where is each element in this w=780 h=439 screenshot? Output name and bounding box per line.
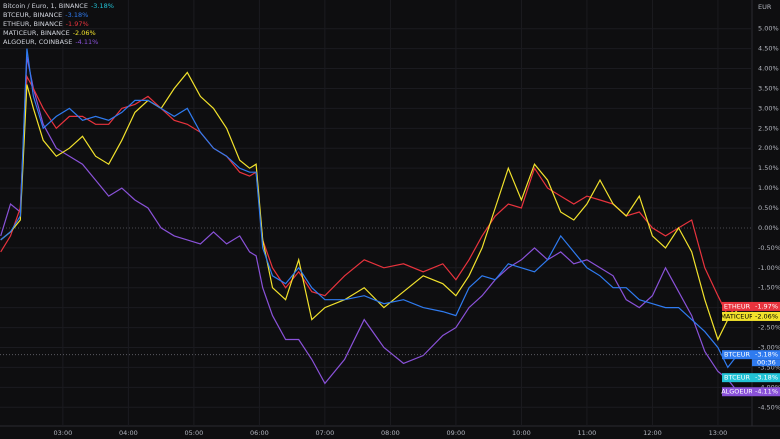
tag-symbol: BTCEUR (724, 351, 750, 359)
legend-name: Bitcoin / Euro, 1, BINANCE (3, 2, 88, 10)
countdown: 00:36 (757, 359, 776, 367)
series-line (0, 71, 739, 342)
x-tick-label: 10:00 (512, 429, 531, 437)
y-tick-label: 2.50% (758, 124, 779, 132)
tag-symbol-bg (722, 350, 752, 360)
x-tick-label: 06:00 (250, 429, 269, 437)
y-tick-label: 5.00% (758, 25, 779, 33)
legend-name: ETHEUR, BINANCE (3, 20, 63, 28)
y-tick-label: 0.00% (758, 224, 779, 232)
y-tick-label: 4.50% (758, 45, 779, 53)
x-tick-label: 04:00 (119, 429, 138, 437)
tag-value: -4.11% (755, 388, 778, 396)
tag-symbol: ETHEUR (724, 302, 751, 310)
x-tick-label: 05:00 (185, 429, 204, 437)
x-tick-label: 12:00 (643, 429, 662, 437)
tag-value: -3.18% (755, 374, 778, 382)
y-tick-label: -3.50% (758, 363, 780, 371)
legend-value: -3.18% (91, 2, 114, 10)
tag-symbol-bg (722, 311, 752, 321)
y-tick-label: -0.50% (758, 244, 780, 252)
y-tick-label: 1.50% (758, 164, 779, 172)
y-tick-label: -1.00% (758, 264, 780, 272)
y-tick-label: -4.50% (758, 403, 780, 411)
tag-symbol: MATICEUR (720, 312, 754, 320)
tag-value: -3.18% (755, 351, 778, 359)
legend-name: ALGOEUR, COINBASE (3, 38, 72, 46)
legend-name: MATICEUR, BINANCE (3, 29, 70, 37)
tag-symbol: ALGOEUR (721, 388, 753, 396)
legend-value: -1.97% (66, 20, 89, 28)
x-tick-label: 11:00 (578, 429, 597, 437)
tag-symbol-bg (722, 373, 752, 383)
x-tick-label: 07:00 (316, 429, 335, 437)
y-tick-label: 3.00% (758, 104, 779, 112)
tag-value-bg (752, 350, 780, 360)
x-tick-label: 03:00 (54, 429, 73, 437)
tag-value: -2.06% (755, 312, 778, 320)
y-tick-label: -2.50% (758, 324, 780, 332)
y-tick-label: 0.50% (758, 204, 779, 212)
grid (0, 0, 752, 426)
y-tick-label: 3.50% (758, 84, 779, 92)
x-tick-label: 13:00 (709, 429, 728, 437)
tag-value-bg (752, 387, 780, 397)
y-tick-label: -1.50% (758, 284, 780, 292)
axis-unit: EUR (758, 3, 772, 11)
legend-value: -3.18% (65, 11, 88, 19)
tag-symbol-bg (722, 387, 752, 397)
legend-value: -4.11% (75, 38, 98, 46)
tag-value-bg (752, 311, 780, 321)
y-tick-label: 1.00% (758, 184, 779, 192)
y-tick-label: 2.00% (758, 144, 779, 152)
x-tick-label: 09:00 (447, 429, 466, 437)
legend-value: -2.06% (73, 29, 96, 37)
series-line (0, 48, 739, 369)
x-tick-label: 08:00 (381, 429, 400, 437)
tag-value: -1.97% (755, 302, 778, 310)
y-tick-label: 4.00% (758, 65, 779, 73)
legend-name: BTCEUR, BINANCE (3, 11, 62, 19)
tag-symbol-bg (722, 301, 752, 311)
y-tick-label: -3.00% (758, 343, 780, 351)
tag-value-bg (752, 373, 780, 383)
tag-symbol: BTCEUR (724, 374, 750, 382)
countdown-bg (752, 359, 780, 367)
tag-value-bg (752, 301, 780, 311)
